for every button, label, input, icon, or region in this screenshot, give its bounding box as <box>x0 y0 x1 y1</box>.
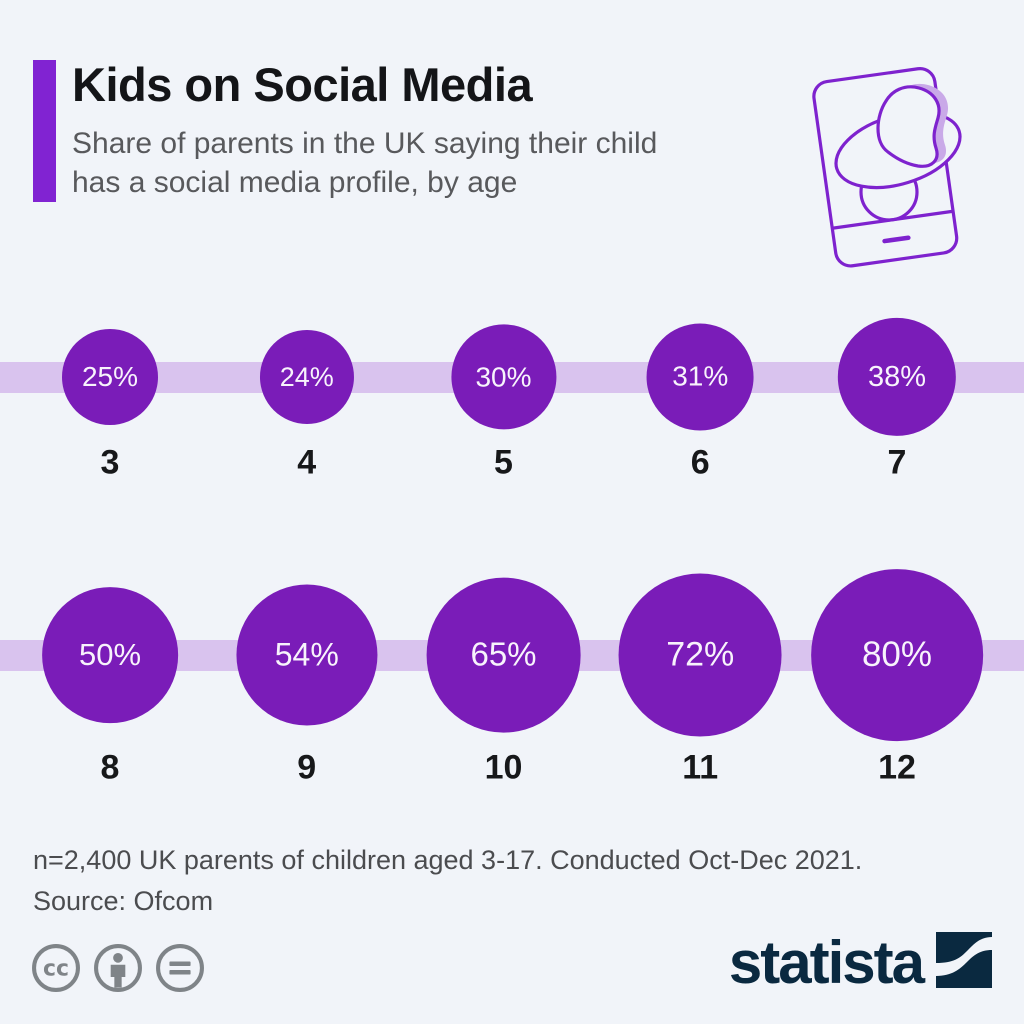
attribution-icon <box>92 942 144 994</box>
title-accent-bar <box>33 60 56 202</box>
age-label-11: 11 <box>682 748 719 787</box>
bubble-age-11: 72% <box>618 573 782 737</box>
bubble-age-7: 38% <box>837 317 957 437</box>
age-label-10: 10 <box>484 748 523 787</box>
bubble-age-5: 30% <box>450 324 557 430</box>
footnote: n=2,400 UK parents of children aged 3-17… <box>33 845 863 875</box>
bubble-value-label: 54% <box>274 636 339 673</box>
no-derivatives-icon <box>154 942 206 994</box>
bubble-age-4: 24% <box>259 329 354 425</box>
header: Kids on Social Media Share of parents in… <box>33 60 657 202</box>
svg-text:cc: cc <box>43 956 69 981</box>
bubble-value-label: 65% <box>470 636 537 673</box>
bubble-value-label: 80% <box>861 635 933 674</box>
age-label-5: 5 <box>494 443 513 482</box>
footer-notes: n=2,400 UK parents of children aged 3-17… <box>33 840 862 922</box>
cc-icon: cc <box>30 942 82 994</box>
statista-wordmark: statista <box>728 928 925 996</box>
age-label-9: 9 <box>297 748 317 787</box>
bubble-value-label: 50% <box>78 637 142 672</box>
title-block: Kids on Social Media Share of parents in… <box>72 60 657 202</box>
age-label-4: 4 <box>297 443 317 482</box>
bubble-age-10: 65% <box>426 577 581 733</box>
bubble-value-label: 72% <box>666 635 735 674</box>
age-label-8: 8 <box>100 748 120 787</box>
age-label-12: 12 <box>878 748 916 787</box>
bubble-age-12: 80% <box>811 569 983 741</box>
age-label-6: 6 <box>690 443 710 482</box>
bubble-age-9: 54% <box>236 584 378 726</box>
age-label-7: 7 <box>887 443 907 482</box>
bubble-value-label: 31% <box>672 360 729 392</box>
age-label-3: 3 <box>100 443 120 482</box>
bubble-age-6: 31% <box>646 323 754 431</box>
bubble-value-label: 30% <box>475 361 532 392</box>
source: Source: Ofcom <box>33 886 214 916</box>
bubble-age-8: 50% <box>42 587 178 723</box>
bubble-age-3: 25% <box>62 329 158 425</box>
statista-s-curve-logo <box>936 932 992 993</box>
pacifier-on-smartphone-icon <box>792 40 997 275</box>
bubble-value-label: 25% <box>81 361 139 392</box>
bubble-value-label: 24% <box>279 361 334 392</box>
license-icons: cc <box>30 942 206 994</box>
bubble-value-label: 38% <box>867 360 927 393</box>
statista-logo: statista <box>729 932 992 993</box>
chart-title: Kids on Social Media <box>72 58 533 111</box>
chart-subtitle: Share of parents in the UK saying their … <box>72 127 658 199</box>
